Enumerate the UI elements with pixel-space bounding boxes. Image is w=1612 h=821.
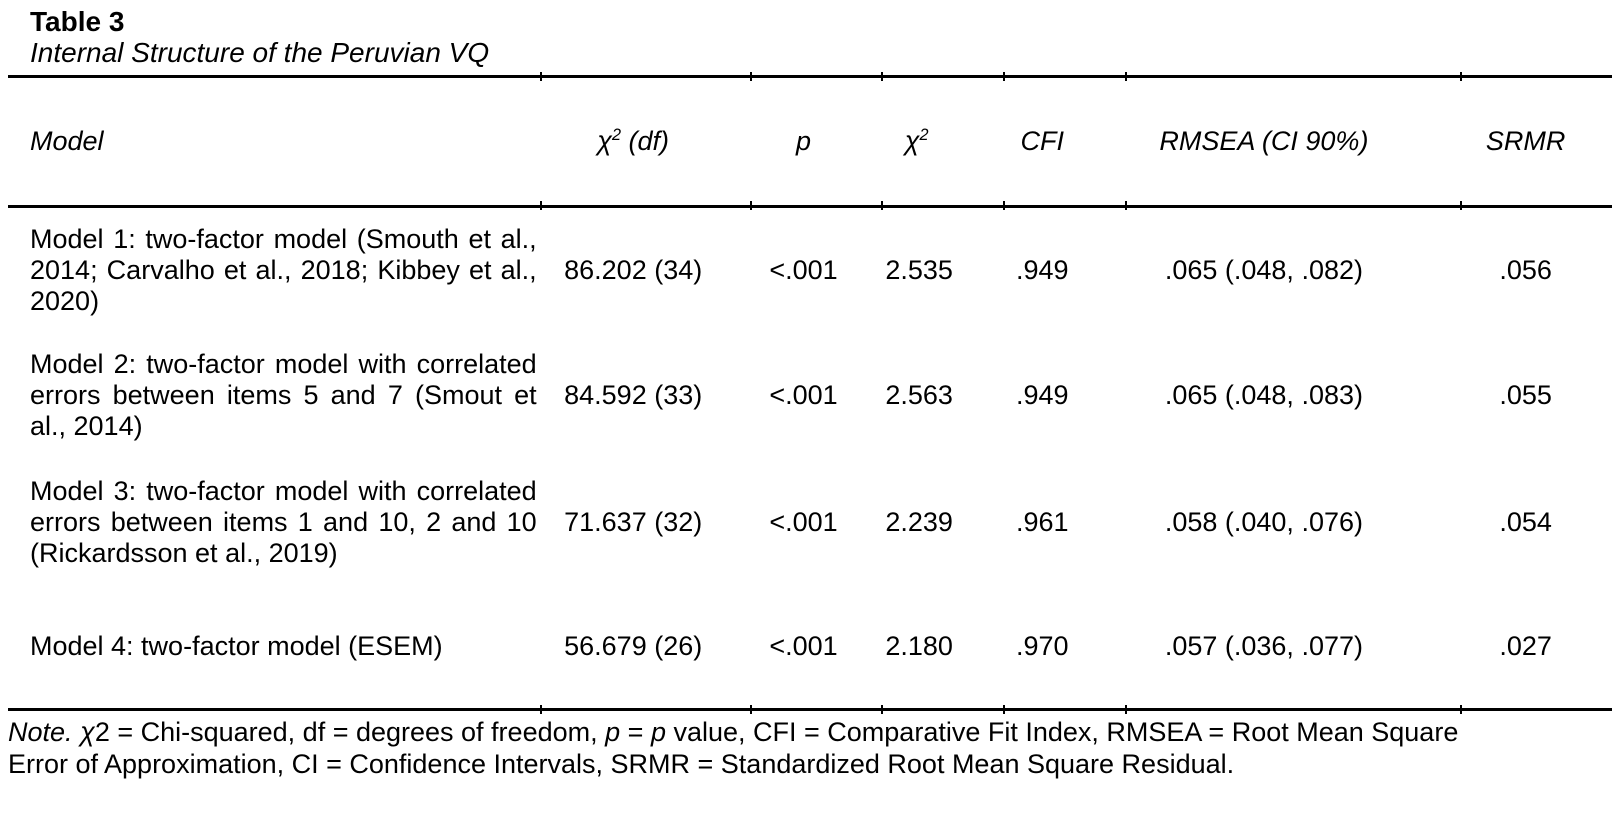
header-chi-squared-df: χ2 (df): [542, 76, 754, 208]
table-row: Model 2: two-factor model with correlate…: [8, 333, 1612, 459]
p-value-cell: <.001: [769, 506, 838, 537]
srmr-cell: .054: [1499, 506, 1552, 537]
table-caption: Internal Structure of the Peruvian VQ: [30, 37, 490, 68]
table-row: Model 3: two-factor model with correlate…: [8, 459, 1612, 586]
note-text-segment: =: [620, 717, 651, 747]
header-normed-chi-squared: χ2: [885, 76, 1008, 208]
column-boundary-tick: [1460, 72, 1462, 81]
column-boundary-tick: [540, 200, 542, 210]
column-boundary-tick: [750, 72, 752, 81]
column-boundary-tick: [750, 200, 752, 210]
column-boundary-tick: [881, 72, 883, 81]
rmsea-cell: .058 (.040, .076): [1164, 506, 1363, 537]
rmsea-cell: .065 (.048, .082): [1164, 254, 1363, 285]
chi-squared-df-cell: 84.592 (33): [564, 380, 703, 410]
p-value-cell: <.001: [769, 631, 838, 662]
p-value-cell: <.001: [769, 380, 838, 410]
cfi-cell: .949: [1015, 254, 1069, 285]
srmr-cell: .055: [1499, 380, 1552, 410]
column-boundary-tick: [540, 72, 542, 81]
header-rmsea: RMSEA (CI 90%): [1130, 76, 1468, 208]
note-text-segment: 2 = Chi-squared, df = degrees of freedom…: [94, 717, 606, 747]
normed-chi-squared-cell: 2.535: [885, 254, 953, 285]
note-text-segment: p: [650, 717, 666, 747]
header-srmr: SRMR: [1467, 76, 1612, 208]
chi-squared-df-cell: 56.679 (26): [564, 631, 703, 662]
chi-squared-df-cell: 71.637 (32): [564, 506, 703, 537]
column-boundary-tick: [1125, 705, 1127, 714]
column-boundary-tick: [750, 705, 752, 714]
model-description-cell: Model 2: two-factor model with correlate…: [30, 349, 537, 441]
header-model: Model: [8, 76, 543, 208]
note-text-segment: χ: [80, 717, 95, 747]
header-p-value: p: [753, 76, 886, 208]
column-boundary-tick: [1003, 705, 1005, 714]
chi-squared-df-cell: 86.202 (34): [564, 254, 703, 285]
column-boundary-tick: [1125, 72, 1127, 81]
fit-indices-table-wrap: Model χ2 (df) p χ2 CFI RMSEA (CI 90%) SR…: [0, 72, 1612, 714]
header-cfi: CFI: [1007, 76, 1131, 208]
column-boundary-tick: [1003, 200, 1005, 210]
table-row: Model 4: two-factor model (ESEM) 56.679 …: [8, 586, 1612, 710]
table-row: Model 1: two-factor model (Smouth et al.…: [8, 207, 1612, 333]
column-boundary-tick: [1125, 200, 1127, 210]
column-boundary-tick: [1460, 705, 1462, 714]
note-text-segment: [73, 717, 81, 747]
note-text-segment: Note.: [8, 717, 73, 747]
table-number: Table 3: [30, 6, 125, 37]
column-boundary-tick: [881, 200, 883, 210]
table-title-block: Table 3 Internal Structure of the Peruvi…: [30, 6, 1612, 68]
column-boundary-tick: [540, 705, 542, 714]
column-boundary-tick: [881, 705, 883, 714]
rmsea-cell: .057 (.036, .077): [1164, 631, 1363, 662]
model-description-cell: Model 3: two-factor model with correlate…: [30, 475, 537, 568]
normed-chi-squared-cell: 2.239: [885, 506, 953, 537]
note-text-segment: p: [605, 717, 621, 747]
normed-chi-squared-cell: 2.180: [885, 631, 953, 662]
srmr-cell: .027: [1499, 631, 1552, 662]
column-boundary-tick: [1003, 72, 1005, 81]
srmr-cell: .056: [1499, 254, 1552, 285]
normed-chi-squared-cell: 2.563: [885, 380, 953, 410]
model-description-cell: Model 1: two-factor model (Smouth et al.…: [30, 223, 537, 316]
note-text-segment: value, CFI = Comparative Fit Index, RMSE…: [8, 717, 1459, 779]
rmsea-cell: .065 (.048, .083): [1164, 380, 1363, 410]
cfi-cell: .970: [1015, 631, 1069, 662]
column-boundary-tick: [1460, 200, 1462, 210]
p-value-cell: <.001: [769, 254, 838, 285]
cfi-cell: .949: [1015, 380, 1069, 410]
header-row: Model χ2 (df) p χ2 CFI RMSEA (CI 90%) SR…: [8, 76, 1612, 208]
table-note: Note. χ2 = Chi-squared, df = degrees of …: [8, 716, 1468, 780]
model-description-cell: Model 4: two-factor model (ESEM): [30, 631, 443, 662]
cfi-cell: .961: [1015, 506, 1069, 537]
fit-indices-table: Model χ2 (df) p χ2 CFI RMSEA (CI 90%) SR…: [8, 75, 1612, 711]
